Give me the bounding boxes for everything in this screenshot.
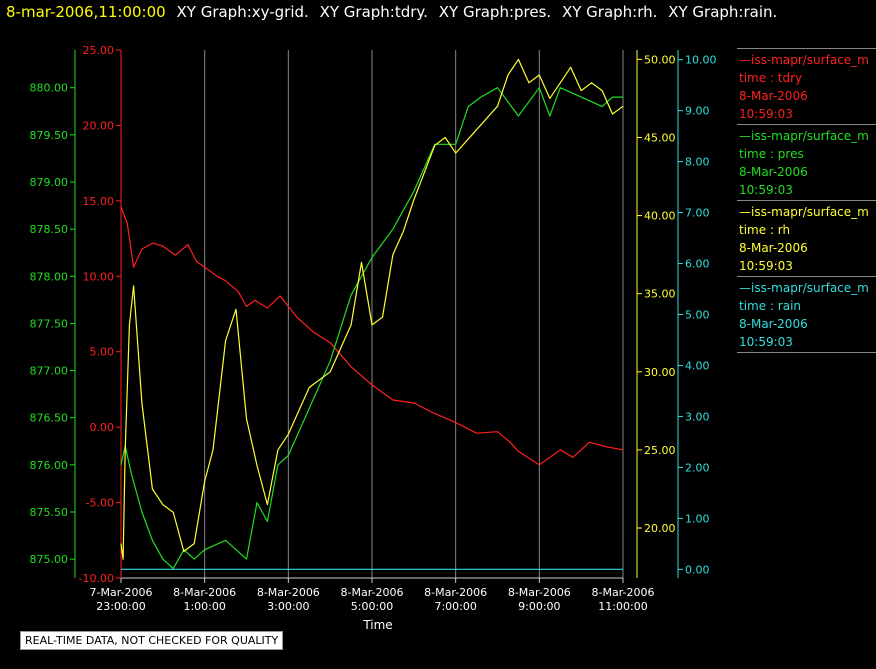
tab-tdry[interactable]: XY Graph:tdry. bbox=[319, 3, 428, 21]
tdry-tick-label: 25.00 bbox=[83, 44, 115, 57]
legend-series: time : rh bbox=[739, 223, 791, 237]
legend-entry-rain[interactable]: —iss-mapr/surface_m time : rain 8-Mar-20… bbox=[737, 276, 876, 353]
x-tick-label: 8-Mar-2006 bbox=[424, 586, 487, 599]
series-rh bbox=[120, 58, 624, 560]
tdry-tick-label: 0.00 bbox=[90, 421, 115, 434]
legend-series: time : pres bbox=[739, 147, 804, 161]
pres-tick-label: 876.50 bbox=[30, 412, 69, 425]
legend-source: —iss-mapr/surface_m bbox=[739, 53, 869, 67]
x-tick-label: 8-Mar-2006 bbox=[257, 586, 320, 599]
legend-date: 8-Mar-2006 bbox=[739, 317, 808, 331]
rain-tick-label: 9.00 bbox=[685, 105, 710, 118]
legend-time: 10:59:03 bbox=[739, 259, 793, 273]
rh-tick-label: 50.00 bbox=[644, 53, 676, 66]
legend-date: 8-Mar-2006 bbox=[739, 89, 808, 103]
rain-tick-label: 7.00 bbox=[685, 207, 710, 220]
x-tick-label: 3:00:00 bbox=[267, 600, 309, 613]
rain-tick-label: 10.00 bbox=[685, 54, 717, 67]
rh-tick-label: 30.00 bbox=[644, 366, 676, 379]
tdry-tick-label: 5.00 bbox=[90, 346, 115, 359]
legend-source: —iss-mapr/surface_m bbox=[739, 205, 869, 219]
x-tick-label: 5:00:00 bbox=[351, 600, 393, 613]
legend-series: time : tdry bbox=[739, 71, 803, 85]
tdry-tick-label: 15.00 bbox=[83, 195, 115, 208]
pres-tick-label: 875.50 bbox=[30, 506, 69, 519]
pres-tick-label: 880.00 bbox=[30, 82, 69, 95]
pres-tick-label: 877.00 bbox=[30, 365, 69, 378]
legend-source: —iss-mapr/surface_m bbox=[739, 281, 869, 295]
pres-tick-label: 879.00 bbox=[30, 176, 69, 189]
rain-tick-label: 2.00 bbox=[685, 461, 710, 474]
x-tick-label: 8-Mar-2006 bbox=[341, 586, 404, 599]
legend-date: 8-Mar-2006 bbox=[739, 241, 808, 255]
rain-tick-label: 1.00 bbox=[685, 512, 710, 525]
tdry-tick-label: 20.00 bbox=[83, 119, 115, 132]
pres-tick-label: 878.00 bbox=[30, 270, 69, 283]
legend-time: 10:59:03 bbox=[739, 335, 793, 349]
x-tick-label: 9:00:00 bbox=[518, 600, 560, 613]
pres-tick-label: 876.00 bbox=[30, 459, 69, 472]
x-tick-label: 8-Mar-2006 bbox=[592, 586, 655, 599]
pres-tick-label: 879.50 bbox=[30, 129, 69, 142]
x-tick-label: 7-Mar-2006 bbox=[90, 586, 153, 599]
pres-tick-label: 877.50 bbox=[30, 317, 69, 330]
tab-pres[interactable]: XY Graph:pres. bbox=[438, 3, 552, 21]
rh-tick-label: 25.00 bbox=[644, 444, 676, 457]
tdry-tick-label: -5.00 bbox=[86, 497, 114, 510]
pres-tick-label: 878.50 bbox=[30, 223, 69, 236]
rh-tick-label: 20.00 bbox=[644, 522, 676, 535]
rain-tick-label: 3.00 bbox=[685, 410, 710, 423]
tdry-tick-label: 10.00 bbox=[83, 270, 115, 283]
header: 8-mar-2006,11:00:00 XY Graph:xy-grid. XY… bbox=[6, 3, 777, 21]
x-tick-label: 8-Mar-2006 bbox=[173, 586, 236, 599]
legend-source: —iss-mapr/surface_m bbox=[739, 129, 869, 143]
series-pres bbox=[120, 87, 623, 570]
quality-notice: REAL-TIME DATA, NOT CHECKED FOR QUALITY bbox=[20, 631, 284, 650]
x-tick-label: 23:00:00 bbox=[96, 600, 145, 613]
legend-entry-tdry[interactable]: —iss-mapr/surface_m time : tdry 8-Mar-20… bbox=[737, 48, 876, 124]
legend-entry-pres[interactable]: —iss-mapr/surface_m time : pres 8-Mar-20… bbox=[737, 124, 876, 200]
tab-xy-grid[interactable]: XY Graph:xy-grid. bbox=[176, 3, 309, 21]
x-tick-label: 7:00:00 bbox=[434, 600, 476, 613]
legend-series: time : rain bbox=[739, 299, 802, 313]
legend-entry-rh[interactable]: —iss-mapr/surface_m time : rh 8-Mar-2006… bbox=[737, 200, 876, 276]
rain-tick-label: 5.00 bbox=[685, 309, 710, 322]
legend-date: 8-Mar-2006 bbox=[739, 165, 808, 179]
header-date: 8-mar-2006,11:00:00 bbox=[6, 3, 166, 21]
tab-rain[interactable]: XY Graph:rain. bbox=[668, 3, 778, 21]
legend-time: 10:59:03 bbox=[739, 183, 793, 197]
rain-tick-label: 8.00 bbox=[685, 156, 710, 169]
legend: —iss-mapr/surface_m time : tdry 8-Mar-20… bbox=[737, 48, 876, 353]
tdry-tick-label: -10.00 bbox=[79, 572, 114, 585]
x-tick-label: 11:00:00 bbox=[598, 600, 647, 613]
rain-tick-label: 4.00 bbox=[685, 359, 710, 372]
x-tick-label: 8-Mar-2006 bbox=[508, 586, 571, 599]
rain-tick-label: 0.00 bbox=[685, 563, 710, 576]
legend-time: 10:59:03 bbox=[739, 107, 793, 121]
rh-tick-label: 40.00 bbox=[644, 210, 676, 223]
series-tdry bbox=[120, 206, 624, 466]
tab-rh[interactable]: XY Graph:rh. bbox=[561, 3, 658, 21]
rain-tick-label: 6.00 bbox=[685, 258, 710, 271]
rh-tick-label: 35.00 bbox=[644, 288, 676, 301]
x-axis-label: Time bbox=[362, 618, 392, 632]
pres-tick-label: 875.00 bbox=[30, 553, 69, 566]
rh-tick-label: 45.00 bbox=[644, 131, 676, 144]
x-tick-label: 1:00:00 bbox=[183, 600, 225, 613]
